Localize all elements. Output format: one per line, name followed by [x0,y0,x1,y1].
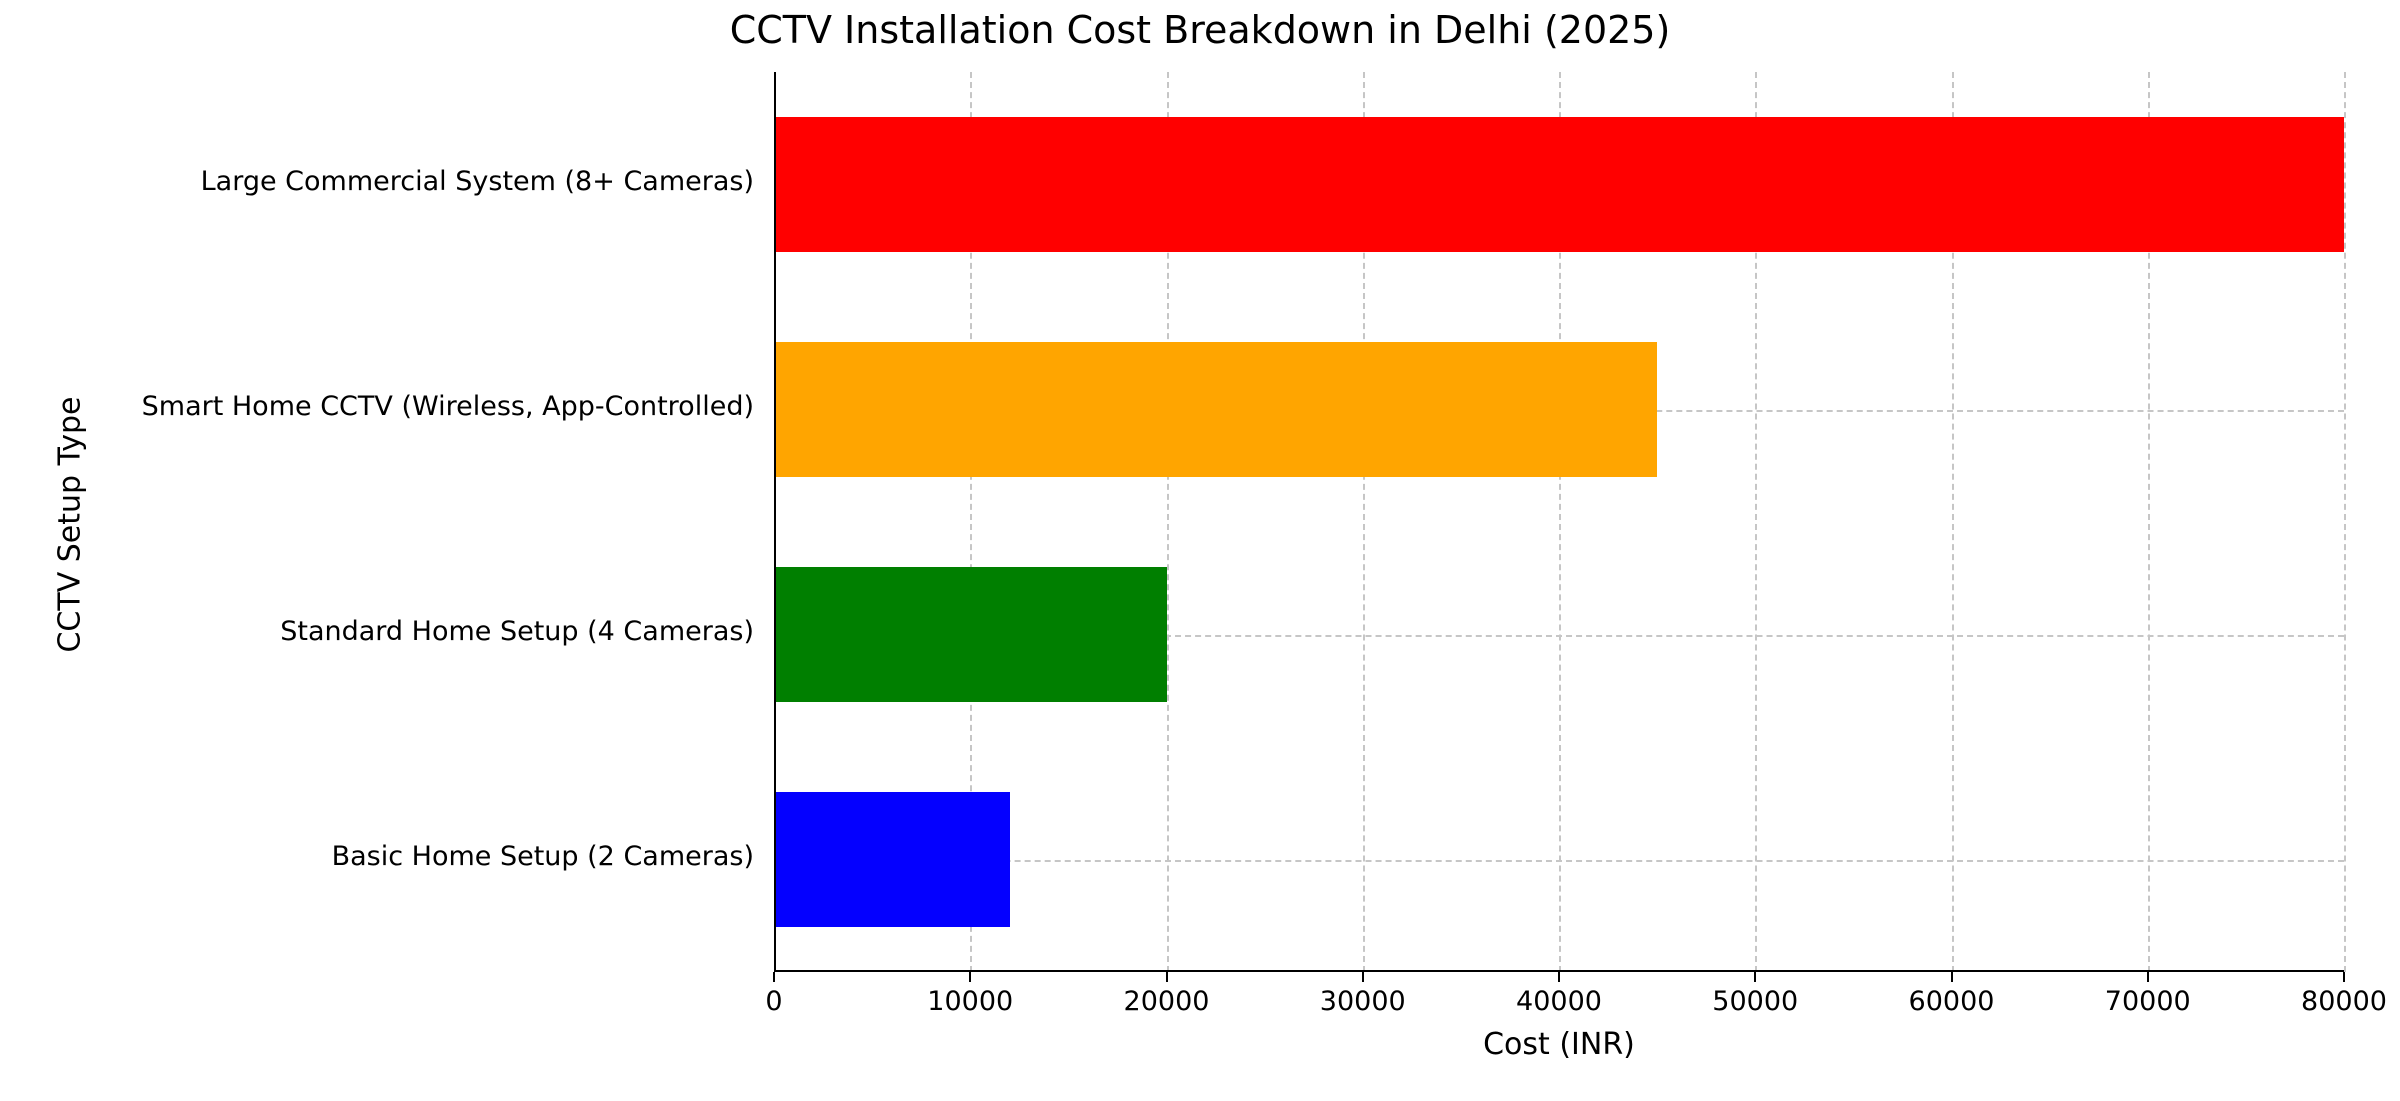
x-tick-mark [1166,972,1168,982]
y-tick-label: Smart Home CCTV (Wireless, App-Controlle… [0,391,772,422]
x-tick-mark [2147,972,2149,982]
y-tick-label: Basic Home Setup (2 Cameras) [0,841,772,872]
plot-area [774,72,2344,972]
x-tick-label: 30000 [1283,986,1443,1017]
y-tick-label: Standard Home Setup (4 Cameras) [0,616,772,647]
x-tick-mark [2343,972,2345,982]
x-tick-label: 20000 [1087,986,1247,1017]
x-tick-mark [1558,972,1560,982]
y-axis-spine [774,72,776,972]
y-axis-label: CCTV Setup Type [53,225,88,825]
x-tick-label: 50000 [1675,986,1835,1017]
x-tick-mark [1362,972,1364,982]
x-tick-mark [1951,972,1953,982]
grid-line-horizontal [774,860,2344,862]
x-tick-label: 40000 [1479,986,1639,1017]
y-tick-label: Large Commercial System (8+ Cameras) [0,166,772,197]
x-tick-label: 60000 [1872,986,2032,1017]
bar [774,567,1167,702]
x-tick-label: 80000 [2264,986,2400,1017]
bar [774,342,1657,477]
x-tick-mark [773,972,775,982]
x-tick-mark [1754,972,1756,982]
grid-line-vertical [2344,72,2346,972]
x-tick-label: 70000 [2068,986,2228,1017]
x-axis-label: Cost (INR) [1409,1027,1709,1062]
x-tick-label: 10000 [890,986,1050,1017]
chart-container: CCTV Installation Cost Breakdown in Delh… [0,0,2400,1101]
chart-title: CCTV Installation Cost Breakdown in Delh… [0,8,2400,52]
bar [774,792,1010,927]
bar [774,117,2344,252]
x-tick-mark [969,972,971,982]
x-tick-label: 0 [694,986,854,1017]
